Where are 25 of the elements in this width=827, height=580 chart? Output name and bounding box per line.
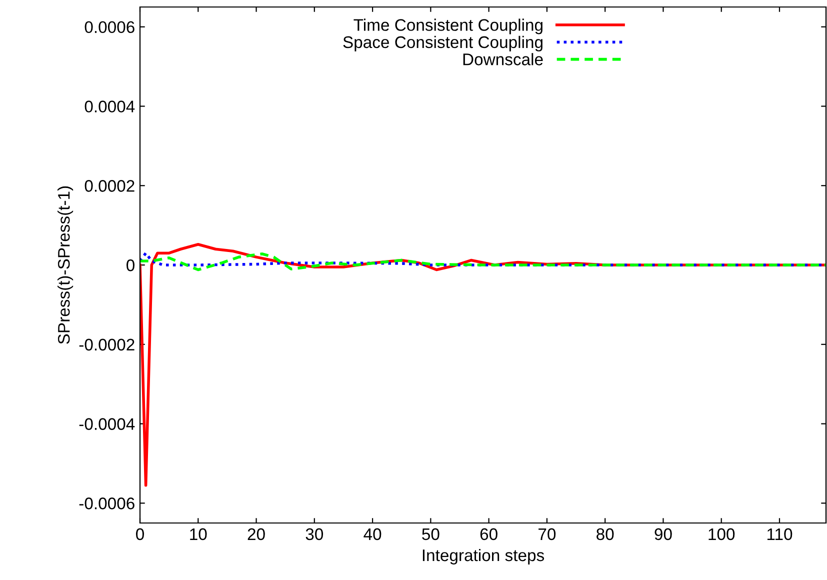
- x-tick-label: 40: [364, 528, 382, 540]
- line-series: [140, 252, 826, 272]
- x-tick-label: 80: [596, 528, 614, 540]
- x-tick-label: 70: [538, 528, 556, 540]
- x-tick-label: 0: [136, 528, 144, 540]
- x-tick-label: 20: [248, 528, 265, 540]
- x-tick-label: 110: [767, 528, 792, 540]
- x-tick-label: 60: [480, 528, 498, 540]
- x-tick-label: 90: [654, 528, 672, 540]
- x-tick-label: 100: [708, 528, 735, 540]
- x-axis-title: Integration steps: [422, 548, 544, 564]
- y-tick-label: 0: [126, 259, 134, 272]
- x-tick-label: 50: [422, 528, 440, 540]
- x-tick-label: 30: [306, 528, 324, 540]
- y-tick-label: 0.0002: [84, 180, 134, 192]
- y-tick-label: 0.0006: [84, 21, 134, 34]
- legend-label: Time Consistent Coupling: [354, 18, 542, 34]
- legend-label: Space Consistent Coupling: [343, 36, 542, 52]
- y-tick-label: -0.0002: [79, 338, 134, 351]
- x-tick-label: 10: [190, 528, 207, 540]
- y-tick-label: 0.0004: [84, 100, 135, 112]
- legend-label: Downscale: [463, 53, 543, 66]
- y-tick-label: -0.0006: [79, 498, 134, 510]
- y-tick-label: -0.0004: [79, 418, 135, 430]
- y-axis-title: SPress(t)-SPress(t-1): [58, 186, 74, 344]
